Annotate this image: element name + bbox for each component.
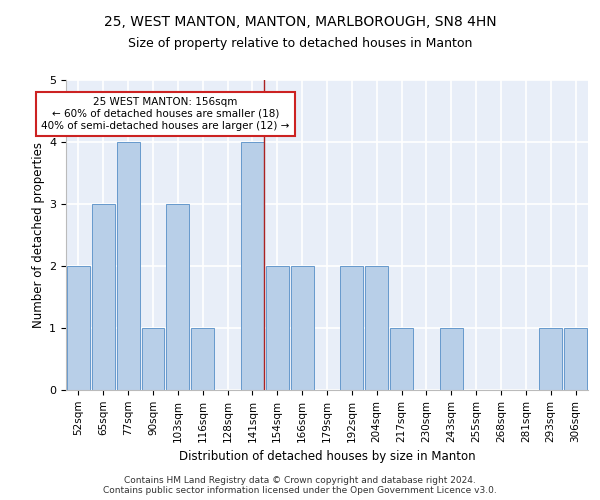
Text: Size of property relative to detached houses in Manton: Size of property relative to detached ho…: [128, 38, 472, 51]
Bar: [92, 204, 115, 390]
Bar: [564, 328, 587, 390]
Bar: [117, 142, 140, 390]
X-axis label: Distribution of detached houses by size in Manton: Distribution of detached houses by size …: [179, 450, 475, 463]
Bar: [291, 266, 314, 390]
Bar: [166, 204, 189, 390]
Text: 25 WEST MANTON: 156sqm
← 60% of detached houses are smaller (18)
40% of semi-det: 25 WEST MANTON: 156sqm ← 60% of detached…: [41, 98, 290, 130]
Text: Contains HM Land Registry data © Crown copyright and database right 2024.
Contai: Contains HM Land Registry data © Crown c…: [103, 476, 497, 495]
Bar: [340, 266, 363, 390]
Bar: [365, 266, 388, 390]
Bar: [142, 328, 164, 390]
Y-axis label: Number of detached properties: Number of detached properties: [32, 142, 45, 328]
Bar: [440, 328, 463, 390]
Bar: [241, 142, 264, 390]
Bar: [266, 266, 289, 390]
Bar: [67, 266, 90, 390]
Bar: [539, 328, 562, 390]
Bar: [191, 328, 214, 390]
Text: 25, WEST MANTON, MANTON, MARLBOROUGH, SN8 4HN: 25, WEST MANTON, MANTON, MARLBOROUGH, SN…: [104, 15, 496, 29]
Bar: [390, 328, 413, 390]
